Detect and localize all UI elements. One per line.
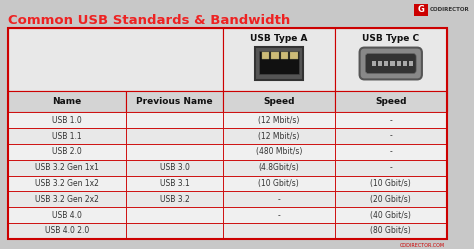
Text: Name: Name — [52, 97, 82, 106]
Bar — [335, 144, 447, 160]
Text: USB Type C: USB Type C — [362, 34, 419, 43]
Bar — [271, 52, 279, 59]
Bar — [8, 91, 126, 112]
Bar — [403, 61, 407, 66]
Text: CODIRECTOR: CODIRECTOR — [429, 7, 469, 12]
Bar — [372, 61, 376, 66]
Bar — [126, 176, 223, 191]
Text: -: - — [277, 211, 280, 220]
Bar — [335, 128, 447, 144]
Text: USB 3.2 Gen 1x2: USB 3.2 Gen 1x2 — [35, 179, 99, 188]
Bar — [8, 207, 126, 223]
Text: USB Type A: USB Type A — [250, 34, 308, 43]
Text: Common USB Standards & Bandwidth: Common USB Standards & Bandwidth — [8, 14, 290, 27]
Bar — [223, 191, 335, 207]
Bar — [397, 61, 401, 66]
Bar — [281, 52, 288, 59]
Text: (20 Gbit/s): (20 Gbit/s) — [370, 195, 411, 204]
Bar — [335, 160, 447, 176]
Text: USB 1.1: USB 1.1 — [52, 131, 82, 140]
Bar — [8, 128, 126, 144]
Bar — [335, 223, 447, 239]
Bar — [335, 207, 447, 223]
Text: Previous Name: Previous Name — [136, 97, 213, 106]
Bar — [223, 176, 335, 191]
Bar — [384, 61, 388, 66]
Bar — [8, 28, 223, 91]
Bar — [126, 160, 223, 176]
Bar — [8, 144, 126, 160]
Text: (80 Gbit/s): (80 Gbit/s) — [370, 227, 411, 236]
Bar — [290, 52, 298, 59]
Bar — [223, 28, 335, 91]
Bar — [126, 207, 223, 223]
Bar — [255, 47, 303, 80]
Text: (480 Mbit/s): (480 Mbit/s) — [255, 147, 302, 156]
Text: USB 3.2 Gen 2x2: USB 3.2 Gen 2x2 — [35, 195, 99, 204]
Text: -: - — [389, 131, 392, 140]
FancyBboxPatch shape — [360, 48, 422, 79]
Text: USB 4.0 2.0: USB 4.0 2.0 — [45, 227, 89, 236]
Text: USB 3.1: USB 3.1 — [160, 179, 190, 188]
Bar — [335, 91, 447, 112]
Bar — [262, 52, 269, 59]
Bar — [8, 112, 126, 128]
Bar — [8, 28, 447, 239]
Bar — [126, 91, 223, 112]
Text: USB 1.0: USB 1.0 — [52, 116, 82, 125]
Bar — [223, 207, 335, 223]
Bar — [414, 4, 428, 16]
Bar — [126, 128, 223, 144]
Bar — [126, 112, 223, 128]
Text: (10 Gbit/s): (10 Gbit/s) — [370, 179, 411, 188]
Bar — [335, 112, 447, 128]
Bar — [223, 160, 335, 176]
Text: CODIRECTOR.COM: CODIRECTOR.COM — [400, 243, 445, 248]
Bar — [8, 223, 126, 239]
Text: (4.8Gbit/s): (4.8Gbit/s) — [258, 163, 299, 172]
Bar — [335, 191, 447, 207]
Bar — [335, 28, 447, 91]
Text: (12 Mbit/s): (12 Mbit/s) — [258, 131, 300, 140]
Bar — [223, 128, 335, 144]
Text: USB 3.2: USB 3.2 — [160, 195, 190, 204]
Text: G: G — [418, 5, 424, 14]
Text: Speed: Speed — [375, 97, 407, 106]
Text: USB 3.2 Gen 1x1: USB 3.2 Gen 1x1 — [35, 163, 99, 172]
Bar — [8, 191, 126, 207]
FancyBboxPatch shape — [365, 54, 416, 73]
Text: -: - — [389, 163, 392, 172]
Bar — [8, 176, 126, 191]
Text: (40 Gbit/s): (40 Gbit/s) — [370, 211, 411, 220]
Bar — [8, 160, 126, 176]
Text: USB 2.0: USB 2.0 — [52, 147, 82, 156]
Bar — [223, 223, 335, 239]
Bar — [409, 61, 413, 66]
Text: Speed: Speed — [263, 97, 294, 106]
Bar — [378, 61, 382, 66]
Text: -: - — [389, 116, 392, 125]
Bar — [223, 91, 335, 112]
Text: -: - — [389, 147, 392, 156]
Bar — [126, 144, 223, 160]
Text: USB 3.0: USB 3.0 — [160, 163, 190, 172]
Text: USB 4.0: USB 4.0 — [52, 211, 82, 220]
Bar — [126, 223, 223, 239]
Bar — [390, 61, 394, 66]
Bar — [259, 51, 299, 74]
Text: -: - — [277, 195, 280, 204]
Bar — [335, 176, 447, 191]
Bar — [223, 144, 335, 160]
Bar — [223, 112, 335, 128]
Text: (12 Mbit/s): (12 Mbit/s) — [258, 116, 300, 125]
Text: (10 Gbit/s): (10 Gbit/s) — [258, 179, 299, 188]
Bar — [126, 191, 223, 207]
